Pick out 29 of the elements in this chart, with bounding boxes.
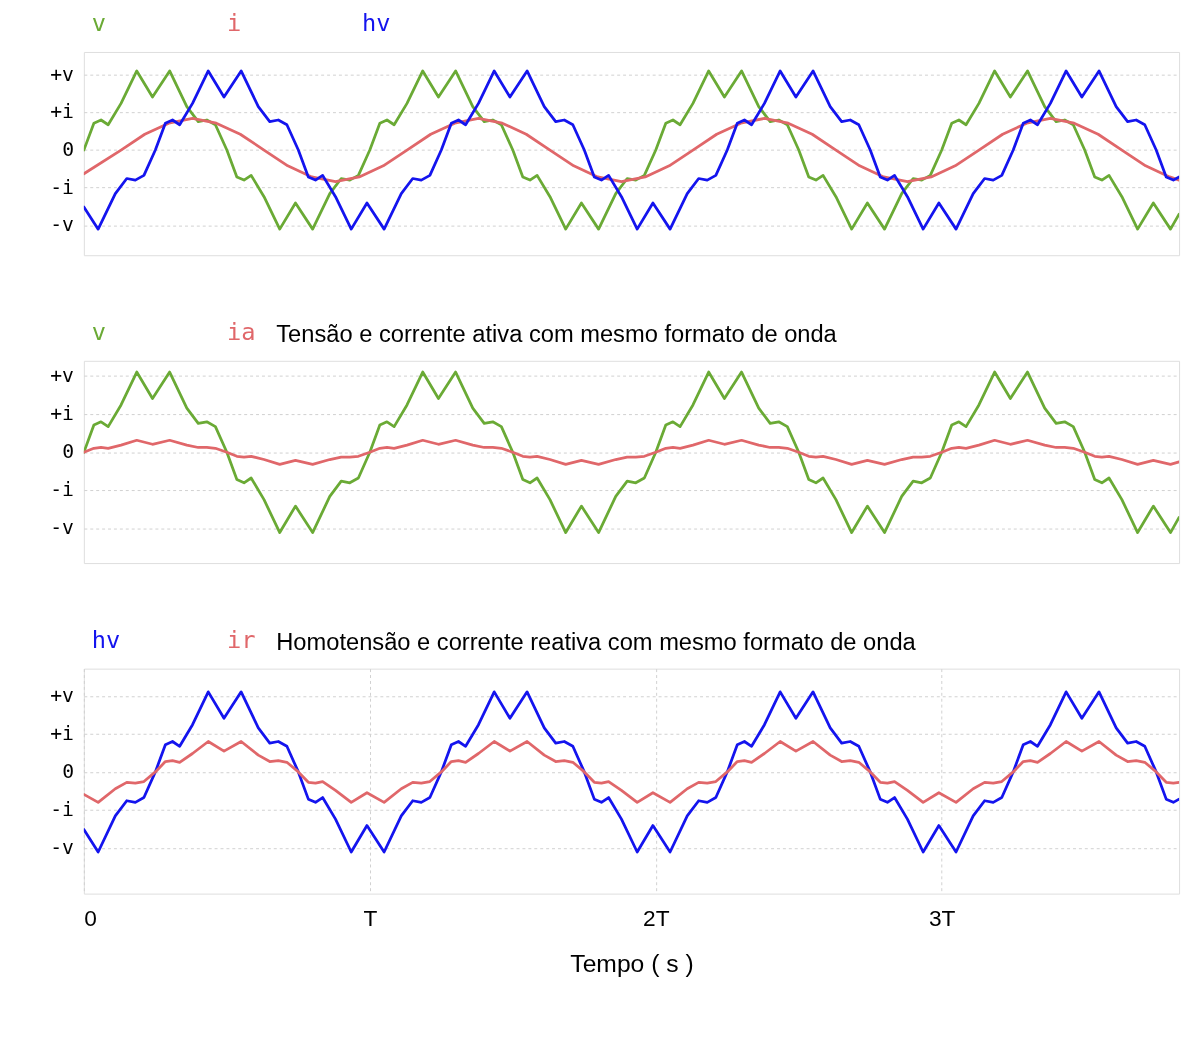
series-label: v <box>91 9 107 38</box>
text: +i <box>50 721 74 745</box>
text: +v <box>50 363 74 387</box>
chart-title: Tensão e corrente ativa com mesmo formato de onda <box>276 321 838 348</box>
series-label: v <box>91 318 107 347</box>
text: +i <box>50 100 74 124</box>
text: -i <box>50 478 74 502</box>
text: hv <box>91 625 121 654</box>
x-axis-title: Tempo ( s ) <box>570 950 694 978</box>
text: 0 <box>62 440 74 464</box>
text: hv <box>362 9 391 38</box>
text: ir <box>226 625 256 654</box>
text: 0 <box>62 759 74 783</box>
text: +v <box>50 62 74 86</box>
text: -i <box>50 797 74 821</box>
text: 0 <box>62 137 74 161</box>
chart-title: Homotensão e corrente reativa com mesmo formato de onda <box>276 628 917 655</box>
x-tick-label: 2T <box>643 904 670 931</box>
x-tick-label: 0 <box>84 904 97 931</box>
text: i <box>226 9 242 38</box>
text: -v <box>50 835 74 859</box>
x-tick-label: 3T <box>928 904 956 931</box>
text: +v <box>50 683 74 707</box>
text: -i <box>50 175 74 199</box>
text: ia <box>226 318 256 347</box>
text: +i <box>50 402 74 426</box>
x-tick-label: T <box>363 904 378 931</box>
text: -v <box>50 516 74 540</box>
text: -v <box>50 213 74 237</box>
